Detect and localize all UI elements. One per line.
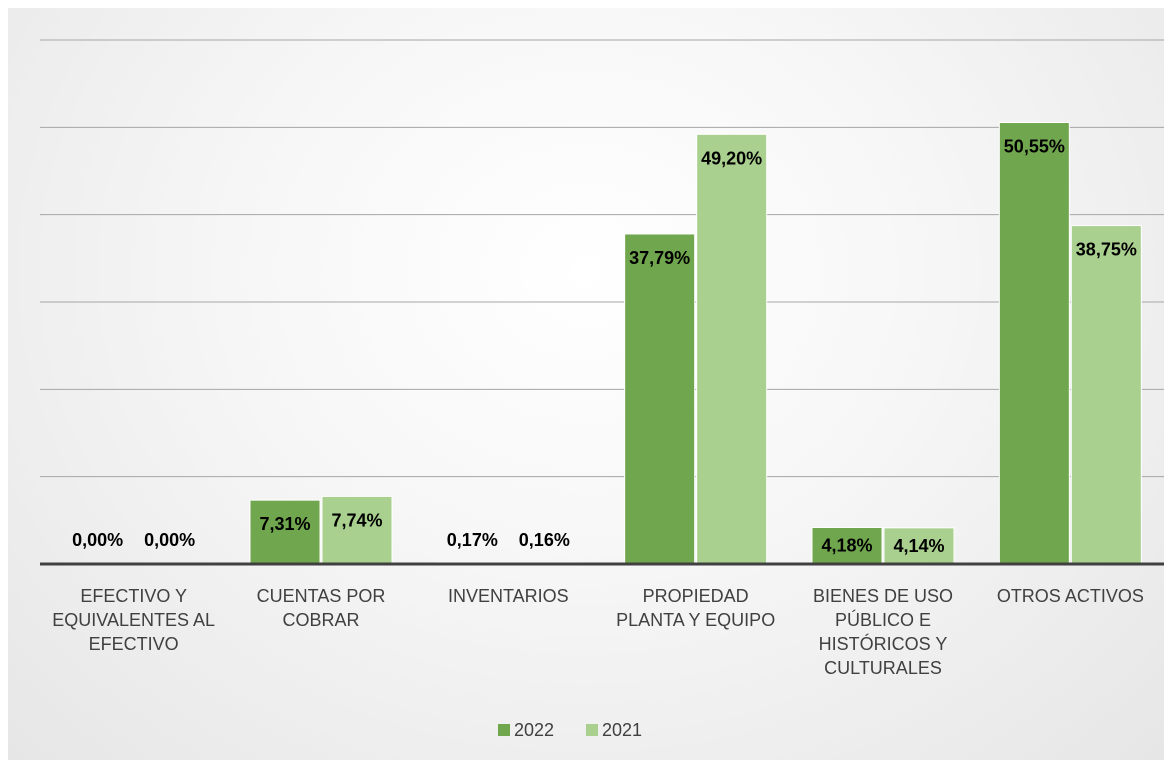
bars xyxy=(249,122,1142,565)
data-label-2021-3: 49,20% xyxy=(701,148,762,168)
data-labels: 0,00% 0,00% 7,31% 7,74% 0,17% 0,16% 37,79% 49,2… xyxy=(72,137,1137,556)
category-label-4: BIENES DE USO PÚBLICO E HISTÓRICOS Y CULTUR… xyxy=(813,586,953,678)
data-label-2022-1: 7,31% xyxy=(259,514,310,534)
data-label-2021-5: 38,75% xyxy=(1076,240,1137,260)
category-label-3: PROPIEDAD PLANTA Y EQUIPO xyxy=(616,586,775,630)
data-label-2022-2: 0,17% xyxy=(447,530,498,550)
data-label-2021-4: 4,14% xyxy=(893,536,944,556)
legend-swatch-2022 xyxy=(498,724,510,736)
bar-2021-3 xyxy=(696,133,768,565)
legend-label-2021: 2021 xyxy=(602,720,642,740)
category-label-5: OTROS ACTIVOS xyxy=(997,586,1144,606)
chart-area: 0,00% 0,00% 7,31% 7,74% 0,17% 0,16% 37,79% 49,2… xyxy=(8,8,1164,760)
data-label-2022-5: 50,55% xyxy=(1004,137,1065,157)
legend-label-2022: 2022 xyxy=(514,720,554,740)
data-label-2022-4: 4,18% xyxy=(821,536,872,556)
category-labels: EFECTIVO Y EQUIVALENTES AL EFECTIVO CUENTAS… xyxy=(52,586,1144,678)
bar-2022-3 xyxy=(624,233,696,565)
bar-chart: 0,00% 0,00% 7,31% 7,74% 0,17% 0,16% 37,79% 49,2… xyxy=(40,39,1164,740)
category-label-1: CUENTAS POR COBRAR xyxy=(257,586,386,630)
bar-2021-1 xyxy=(321,495,393,565)
data-label-2021-1: 7,74% xyxy=(331,510,382,530)
gridlines xyxy=(40,39,1164,478)
data-label-2021-0: 0,00% xyxy=(144,530,195,550)
bar-2022-4 xyxy=(811,526,883,565)
category-label-0: EFECTIVO Y EQUIVALENTES AL EFECTIVO xyxy=(52,586,215,654)
legend: 2022 2021 xyxy=(498,720,642,740)
category-label-2: INVENTARIOS xyxy=(448,586,569,606)
bar-2022-5 xyxy=(998,122,1070,565)
bar-2021-4 xyxy=(883,527,955,565)
data-label-2022-3: 37,79% xyxy=(629,248,690,268)
bar-2021-5 xyxy=(1070,225,1142,565)
legend-swatch-2021 xyxy=(586,724,598,736)
data-label-2022-0: 0,00% xyxy=(72,530,123,550)
data-label-2021-2: 0,16% xyxy=(519,530,570,550)
